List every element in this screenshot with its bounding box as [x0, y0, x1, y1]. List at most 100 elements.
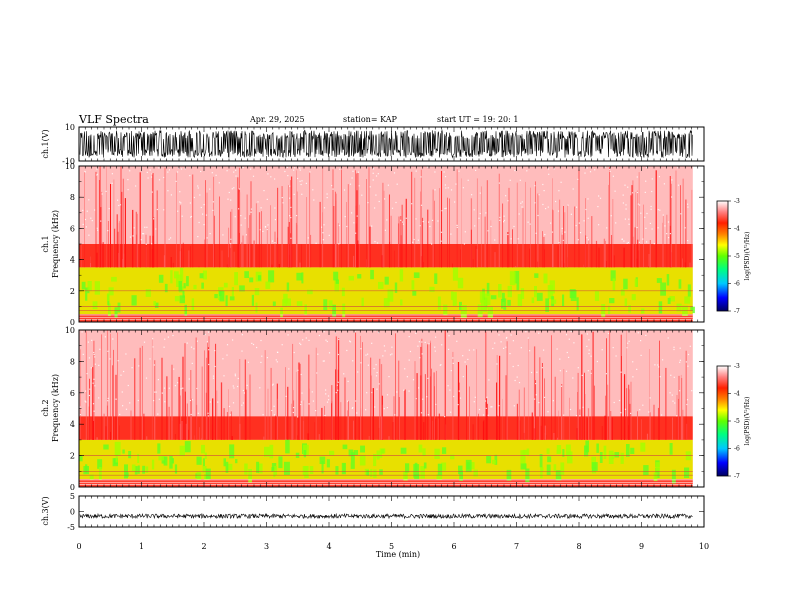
- spectrogram-speckle: [214, 365, 216, 368]
- spectrogram-speckle: [93, 353, 95, 355]
- spectrogram-speckle: [127, 179, 129, 181]
- spectrogram-speckle: [308, 403, 310, 405]
- spectrogram-speckle: [551, 231, 554, 233]
- spectrogram-speckle: [589, 171, 592, 173]
- spectrogram-patch: [436, 474, 443, 480]
- spectrogram-speckle: [204, 333, 206, 336]
- spectrogram-speckle: [405, 217, 407, 219]
- spectrogram-speckle: [267, 224, 269, 226]
- spectrogram-patch: [174, 464, 178, 474]
- spectrogram-patch: [546, 448, 550, 454]
- spectrogram-speckle: [207, 412, 209, 414]
- spectrogram-speckle: [119, 413, 121, 415]
- spectrogram-speckle: [226, 344, 229, 346]
- spectrogram-patch: [458, 465, 463, 475]
- spectrogram-patch: [376, 450, 383, 458]
- spectrogram-speckle: [440, 364, 442, 366]
- spectrogram-speckle: [82, 223, 84, 225]
- spectrogram-patch: [158, 456, 165, 461]
- colorbar-tick-label: -7: [734, 308, 740, 315]
- spectrogram-patch: [434, 448, 440, 459]
- spectrogram-speckle: [441, 210, 443, 212]
- spectrogram-speckle: [212, 377, 215, 379]
- spectrogram-speckle: [374, 207, 376, 209]
- y-tick-label: 10: [65, 123, 75, 132]
- spectrogram-speckle: [391, 346, 393, 348]
- spectrogram-speckle: [266, 228, 268, 231]
- x-tick-label: 3: [264, 542, 269, 551]
- spectrogram-speckle: [422, 398, 424, 400]
- spectrogram-speckle: [486, 396, 488, 398]
- y-tick-label: 8: [70, 193, 75, 202]
- spectrogram-patch: [509, 271, 516, 286]
- spectrogram-speckle: [275, 359, 277, 361]
- spectrogram-speckle: [259, 387, 261, 389]
- spectrogram-speckle: [601, 349, 603, 351]
- spectrogram-patch: [608, 305, 611, 314]
- spectrogram-speckle: [558, 242, 560, 244]
- spectrogram-patch: [540, 466, 543, 479]
- spectrogram-speckle: [288, 368, 290, 370]
- ch1-colorbar-ticks: -3 -4 -5 -6 -7: [728, 198, 740, 315]
- spectrogram-speckle: [328, 352, 331, 354]
- spectrogram-speckle: [402, 221, 404, 223]
- spectrogram-speckle: [233, 187, 235, 189]
- spectrogram-patch: [235, 459, 238, 464]
- spectrogram-speckle: [241, 350, 243, 352]
- spectrogram-speckle: [667, 337, 669, 339]
- spectrogram-patch: [546, 464, 551, 476]
- spectrogram-speckle: [566, 351, 568, 354]
- spectrogram-speckle: [557, 210, 560, 212]
- spectrogram-speckle: [299, 180, 301, 182]
- spectrogram-speckle: [131, 367, 133, 369]
- spectrogram-speckle: [203, 224, 205, 226]
- spectrogram-speckle: [471, 194, 473, 196]
- spectrogram-speckle: [274, 207, 276, 209]
- spectrogram-speckle: [618, 399, 621, 402]
- spectrogram-speckle: [642, 404, 644, 406]
- spectrogram-speckle: [284, 170, 286, 173]
- spectrogram-speckle: [677, 184, 680, 186]
- x-tick-label: 9: [639, 542, 644, 551]
- spectrogram-speckle: [299, 169, 301, 171]
- spectrogram-patch: [666, 274, 670, 286]
- spectrogram-speckle: [132, 235, 134, 237]
- spectrogram-speckle: [367, 202, 369, 204]
- ch1-spectrogram-ylabel-channel: ch.1: [41, 235, 50, 252]
- spectrogram-speckle: [375, 175, 378, 177]
- spectrogram-speckle: [332, 188, 334, 190]
- spectrogram-speckle: [207, 415, 209, 417]
- spectrogram-band-high: [79, 330, 693, 417]
- spectrogram-patch: [507, 285, 512, 298]
- spectrogram-patch: [309, 466, 314, 474]
- spectrogram-speckle: [315, 242, 317, 244]
- spectrogram-patch: [660, 282, 666, 296]
- spectrogram-speckle: [197, 412, 199, 414]
- spectrogram-speckle: [186, 342, 188, 344]
- spectrogram-patch: [171, 458, 174, 464]
- spectrogram-speckle: [200, 206, 202, 209]
- spectrogram-speckle: [559, 370, 561, 372]
- colorbar-tick-label: -4: [734, 391, 740, 398]
- spectrogram-patch: [239, 285, 245, 292]
- spectrogram-speckle: [300, 373, 302, 376]
- spectrogram-speckle: [293, 407, 295, 409]
- spectrogram-patch: [341, 462, 346, 475]
- spectrogram-speckle: [520, 202, 522, 204]
- spectrogram-patch: [459, 301, 462, 310]
- spectrogram-speckle: [81, 331, 83, 333]
- y-tick-label: 2: [70, 287, 75, 296]
- spectrogram-speckle: [572, 188, 574, 190]
- spectrogram-patch: [83, 466, 89, 475]
- spectrogram-patch: [534, 286, 537, 298]
- spectrogram-speckle: [96, 227, 98, 229]
- spectrogram-speckle: [417, 345, 419, 347]
- x-tick-label: 2: [201, 542, 206, 551]
- spectrogram-patch: [576, 297, 579, 311]
- spectrogram-speckle: [421, 353, 423, 355]
- spectrogram-speckle: [290, 217, 292, 219]
- spectrogram-speckle: [507, 200, 509, 202]
- spectrogram-patch: [360, 445, 365, 453]
- spectrogram-speckle: [485, 212, 487, 214]
- spectrogram-speckle: [627, 186, 629, 188]
